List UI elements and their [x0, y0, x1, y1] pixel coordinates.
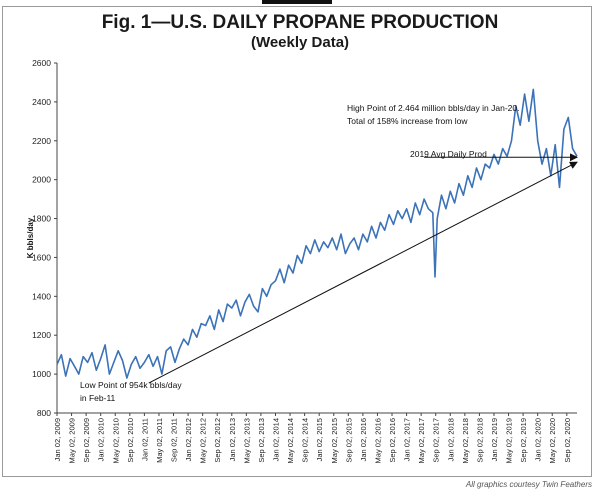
chart-title: Fig. 1—U.S. DAILY PROPANE PRODUCTION: [101, 12, 499, 33]
x-tick-label: May 02, 2019: [505, 418, 514, 463]
x-tick-label: May 02, 2017: [417, 418, 426, 463]
x-tick-label: Jan 02, 2017: [403, 418, 412, 461]
y-tick-label: 1400: [32, 291, 51, 301]
x-tick-label: May 02, 2010: [111, 418, 120, 463]
x-tick-label: Sep 02, 2011: [170, 418, 179, 462]
x-tick-label: Jan 02, 2018: [446, 418, 455, 461]
x-tick-label: Jan 02, 2012: [184, 418, 193, 461]
y-tick-label: 1200: [32, 330, 51, 340]
annotation-high-point: High Point of 2.464 million bbls/day in …: [347, 103, 519, 113]
x-tick-label: Jan 02, 2013: [228, 418, 237, 461]
y-tick-label: 2600: [32, 58, 51, 68]
x-tick-label: Jan 02, 2019: [490, 418, 499, 461]
x-tick-label: May 02, 2014: [286, 418, 295, 463]
y-axis-label: K bbls/day: [26, 217, 35, 258]
top-accent-bar: [262, 0, 332, 4]
annotation-increase: Total of 158% increase from low: [347, 116, 468, 126]
x-tick-label: May 02, 2009: [68, 418, 77, 463]
y-tick-label: 2000: [32, 175, 51, 185]
axes: [56, 63, 577, 414]
annotation-2019-avg: 2019 Avg Daily Prod: [410, 149, 487, 159]
x-tick-label: Sep 02, 2010: [126, 418, 135, 463]
x-tick-label: Sep 02, 2009: [82, 418, 91, 463]
y-axis-ticks: 800 1000 1200 1400 1600 1800 2000 2200 2400 2600: [32, 58, 57, 418]
x-axis-ticks: Jan 02, 2009 May 02, 2009 Sep 02, 2009 Jan …: [53, 413, 572, 463]
chart-subtitle: (Weekly Data): [250, 34, 350, 51]
annotation-low-date: in Feb-11: [80, 393, 116, 403]
x-tick-label: Jan 02, 2020: [534, 418, 543, 461]
figure-frame: [2, 6, 592, 477]
trend-arrow: [148, 161, 578, 384]
x-tick-label: Jan 02, 2011: [140, 418, 149, 461]
series-line-propane-production: [56, 88, 578, 379]
x-tick-label: May 02, 2015: [330, 418, 339, 463]
x-tick-label: May 02, 2013: [242, 418, 251, 463]
x-tick-label: Sep 02, 2019: [519, 418, 528, 463]
x-tick-label: May 02, 2018: [461, 418, 470, 463]
y-tick-label: 2200: [32, 136, 51, 146]
x-tick-label: Sep 02, 2016: [388, 418, 397, 463]
image-credit: All graphics courtesy Twin Feathers: [465, 480, 592, 489]
x-tick-label: Sep 02, 2015: [344, 418, 353, 463]
x-tick-label: Jan 02, 2016: [359, 418, 368, 461]
x-tick-label: Jan 02, 2014: [271, 418, 280, 461]
x-tick-label: May 02, 2012: [199, 418, 208, 463]
x-tick-label: Jan 02, 2010: [97, 418, 106, 461]
x-tick-label: Sep 02, 2012: [213, 418, 222, 463]
x-tick-label: Sep 02, 2013: [257, 418, 266, 463]
y-tick-label: 2400: [32, 97, 51, 107]
x-tick-label: May 02, 2011: [155, 418, 164, 463]
x-tick-label: May 02, 2016: [373, 418, 382, 463]
x-tick-label: Sep 02, 2020: [563, 418, 572, 463]
x-tick-label: Jan 02, 2015: [315, 418, 324, 461]
x-tick-label: Sep 02, 2018: [475, 418, 484, 463]
x-tick-label: Sep 02, 2017: [432, 418, 441, 463]
x-tick-label: Sep 02, 2014: [301, 418, 310, 463]
x-tick-label: Jan 02, 2009: [53, 418, 62, 461]
annotation-low-point: Low Point of 954k bbls/day: [80, 380, 182, 390]
y-tick-label: 1800: [32, 214, 51, 224]
y-tick-label: 800: [37, 408, 51, 418]
x-tick-label: May 02, 2020: [548, 418, 557, 463]
y-tick-label: 1600: [32, 252, 51, 262]
y-tick-label: 1000: [32, 369, 51, 379]
